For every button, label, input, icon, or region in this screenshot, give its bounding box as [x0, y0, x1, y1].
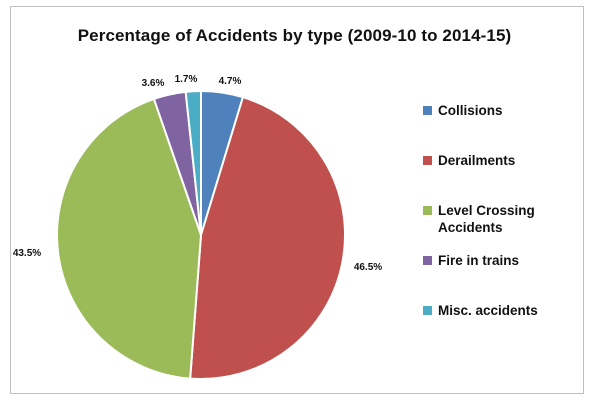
legend-label-misc-accidents: Misc. accidents	[438, 303, 538, 318]
legend-swatch-derailments	[423, 156, 432, 165]
legend-label-level-crossing: Level Crossing Accidents	[438, 203, 535, 235]
data-label-derailments: 46.5%	[354, 262, 382, 273]
pie-data-labels: 4.7% 46.5% 43.5% 3.6% 1.7%	[13, 74, 382, 273]
legend-swatch-misc-accidents	[423, 306, 432, 315]
pie-slice-level-crossing-accidents	[56, 97, 203, 380]
legend-label-derailments: Derailments	[438, 153, 516, 168]
pie-slices	[56, 89, 346, 380]
legend-swatch-level-crossing	[423, 206, 432, 215]
chart-title: Percentage of Accidents by type (2009-10…	[77, 26, 512, 45]
legend-swatch-fire-in-trains	[423, 256, 432, 265]
legend-swatch-collisions	[423, 106, 432, 115]
data-label-level-crossing-accidents: 43.5%	[13, 248, 41, 259]
pie-slice-derailments	[189, 95, 346, 380]
data-label-misc-accidents: 1.7%	[175, 74, 198, 85]
data-label-fire-in-trains: 3.6%	[142, 78, 165, 89]
legend-label-fire-in-trains: Fire in trains	[438, 253, 520, 268]
pie-slice-misc-accidents	[184, 89, 202, 236]
legend-label-collisions: Collisions	[438, 103, 503, 118]
data-label-collisions: 4.7%	[219, 76, 242, 87]
